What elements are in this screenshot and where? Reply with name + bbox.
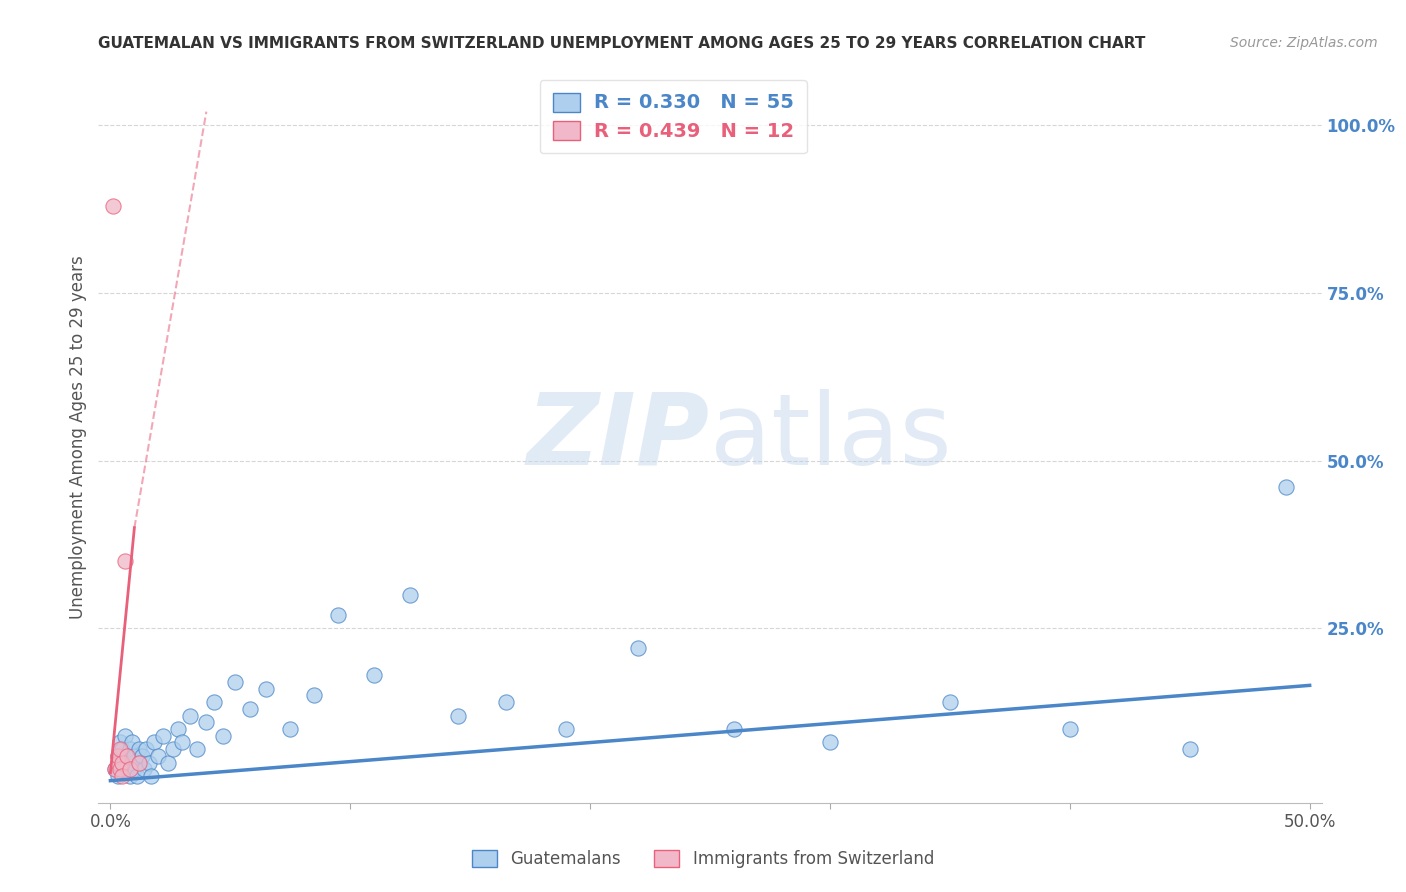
Point [124,762,146,776]
Text: ZIP: ZIP [527,389,710,485]
Point [108,762,131,776]
Point [142,735,165,749]
Point [114,756,136,770]
Point [328,607,350,622]
Legend: Guatemalans, Immigrants from Switzerland: Guatemalans, Immigrants from Switzerland [465,843,941,875]
Text: GUATEMALAN VS IMMIGRANTS FROM SWITZERLAND UNEMPLOYMENT AMONG AGES 25 TO 29 YEARS: GUATEMALAN VS IMMIGRANTS FROM SWITZERLAN… [98,36,1146,51]
Point [818,735,841,749]
Point [555,722,578,736]
Point [132,762,155,776]
Point [495,695,517,709]
Point [128,756,150,770]
Point [1274,480,1296,494]
Point [115,762,138,776]
Point [111,742,134,756]
Point [131,748,153,763]
Text: Source: ZipAtlas.com: Source: ZipAtlas.com [1230,36,1378,50]
Text: atlas: atlas [710,389,952,485]
Point [939,695,962,709]
Point [156,756,179,770]
Point [166,722,188,736]
Point [195,715,218,730]
Point [107,756,129,770]
Point [107,748,129,763]
Point [238,702,260,716]
Point [107,748,129,763]
Point [108,742,131,756]
Point [1178,742,1201,756]
Point [111,762,134,776]
Point [447,708,470,723]
Point [212,729,235,743]
Point [124,748,146,763]
Point [121,756,143,770]
Point [148,748,170,763]
Point [141,769,163,783]
Point [254,681,277,696]
Point [202,695,225,709]
Legend: R = 0.330   N = 55, R = 0.439   N = 12: R = 0.330 N = 55, R = 0.439 N = 12 [540,80,807,153]
Point [108,756,131,770]
Point [128,756,150,770]
Point [128,742,150,756]
Point [172,735,194,749]
Point [278,722,301,736]
Point [114,554,136,568]
Y-axis label: Unemployment Among Ages 25 to 29 years: Unemployment Among Ages 25 to 29 years [69,255,87,619]
Point [114,729,136,743]
Point [224,675,246,690]
Point [162,742,184,756]
Point [118,769,141,783]
Point [135,742,157,756]
Point [118,762,141,776]
Point [304,689,326,703]
Point [125,769,148,783]
Point [108,735,131,749]
Point [115,748,138,763]
Point [101,198,124,212]
Point [363,668,385,682]
Point [104,762,127,776]
Point [121,735,143,749]
Point [104,762,127,776]
Point [399,588,422,602]
Point [723,722,745,736]
Point [152,729,174,743]
Point [1059,722,1081,736]
Point [627,641,650,656]
Point [138,756,160,770]
Point [111,769,134,783]
Point [186,742,208,756]
Point [118,742,141,756]
Point [107,769,129,783]
Point [179,708,201,723]
Point [111,756,134,770]
Point [115,748,138,763]
